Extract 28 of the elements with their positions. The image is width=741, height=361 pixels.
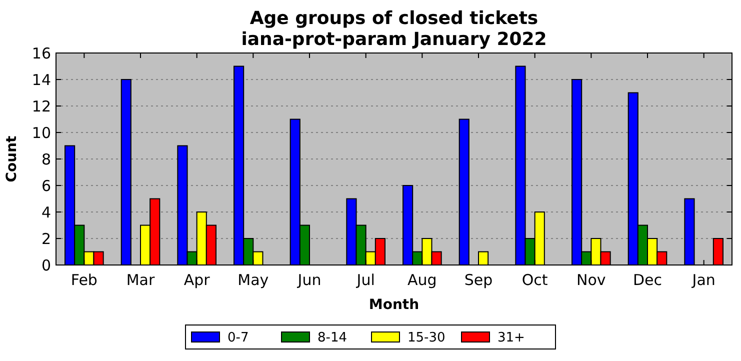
y-tick-label: 4 [41,203,51,222]
y-tick-label: 12 [32,97,51,116]
legend-label: 0-7 [228,330,249,346]
x-tick-label: Oct [522,271,548,289]
x-tick-label: Apr [184,271,211,289]
y-tick-label: 6 [41,176,51,195]
legend-label: 8-14 [318,330,348,346]
x-tick-label: Jun [296,271,322,289]
x-axis-title: Month [368,297,420,313]
x-tick-label: May [238,271,269,289]
y-tick-label: 2 [41,230,51,248]
legend-label: 31+ [498,330,525,346]
chart-title: Age groups of closed tickets iana-prot-param January 2022 [241,8,547,50]
x-tick-label: Dec [632,271,662,289]
y-tick-label: 0 [41,256,51,274]
y-tick-label: 16 [32,44,51,62]
legend-label: 15-30 [408,330,446,346]
y-tick-label: 8 [41,150,51,168]
x-tick-label: Feb [70,271,98,289]
x-tick-label: Jul [356,271,375,289]
x-tick-label: Aug [408,271,437,289]
x-tick-label: Jan [691,271,716,289]
x-tick-label: Mar [126,271,156,289]
y-tick-label: 10 [32,124,51,142]
x-tick-label: Sep [464,271,493,289]
x-tick-label: Nov [576,271,606,289]
y-axis-title: Count [4,135,20,182]
y-tick-label: 14 [32,70,51,89]
